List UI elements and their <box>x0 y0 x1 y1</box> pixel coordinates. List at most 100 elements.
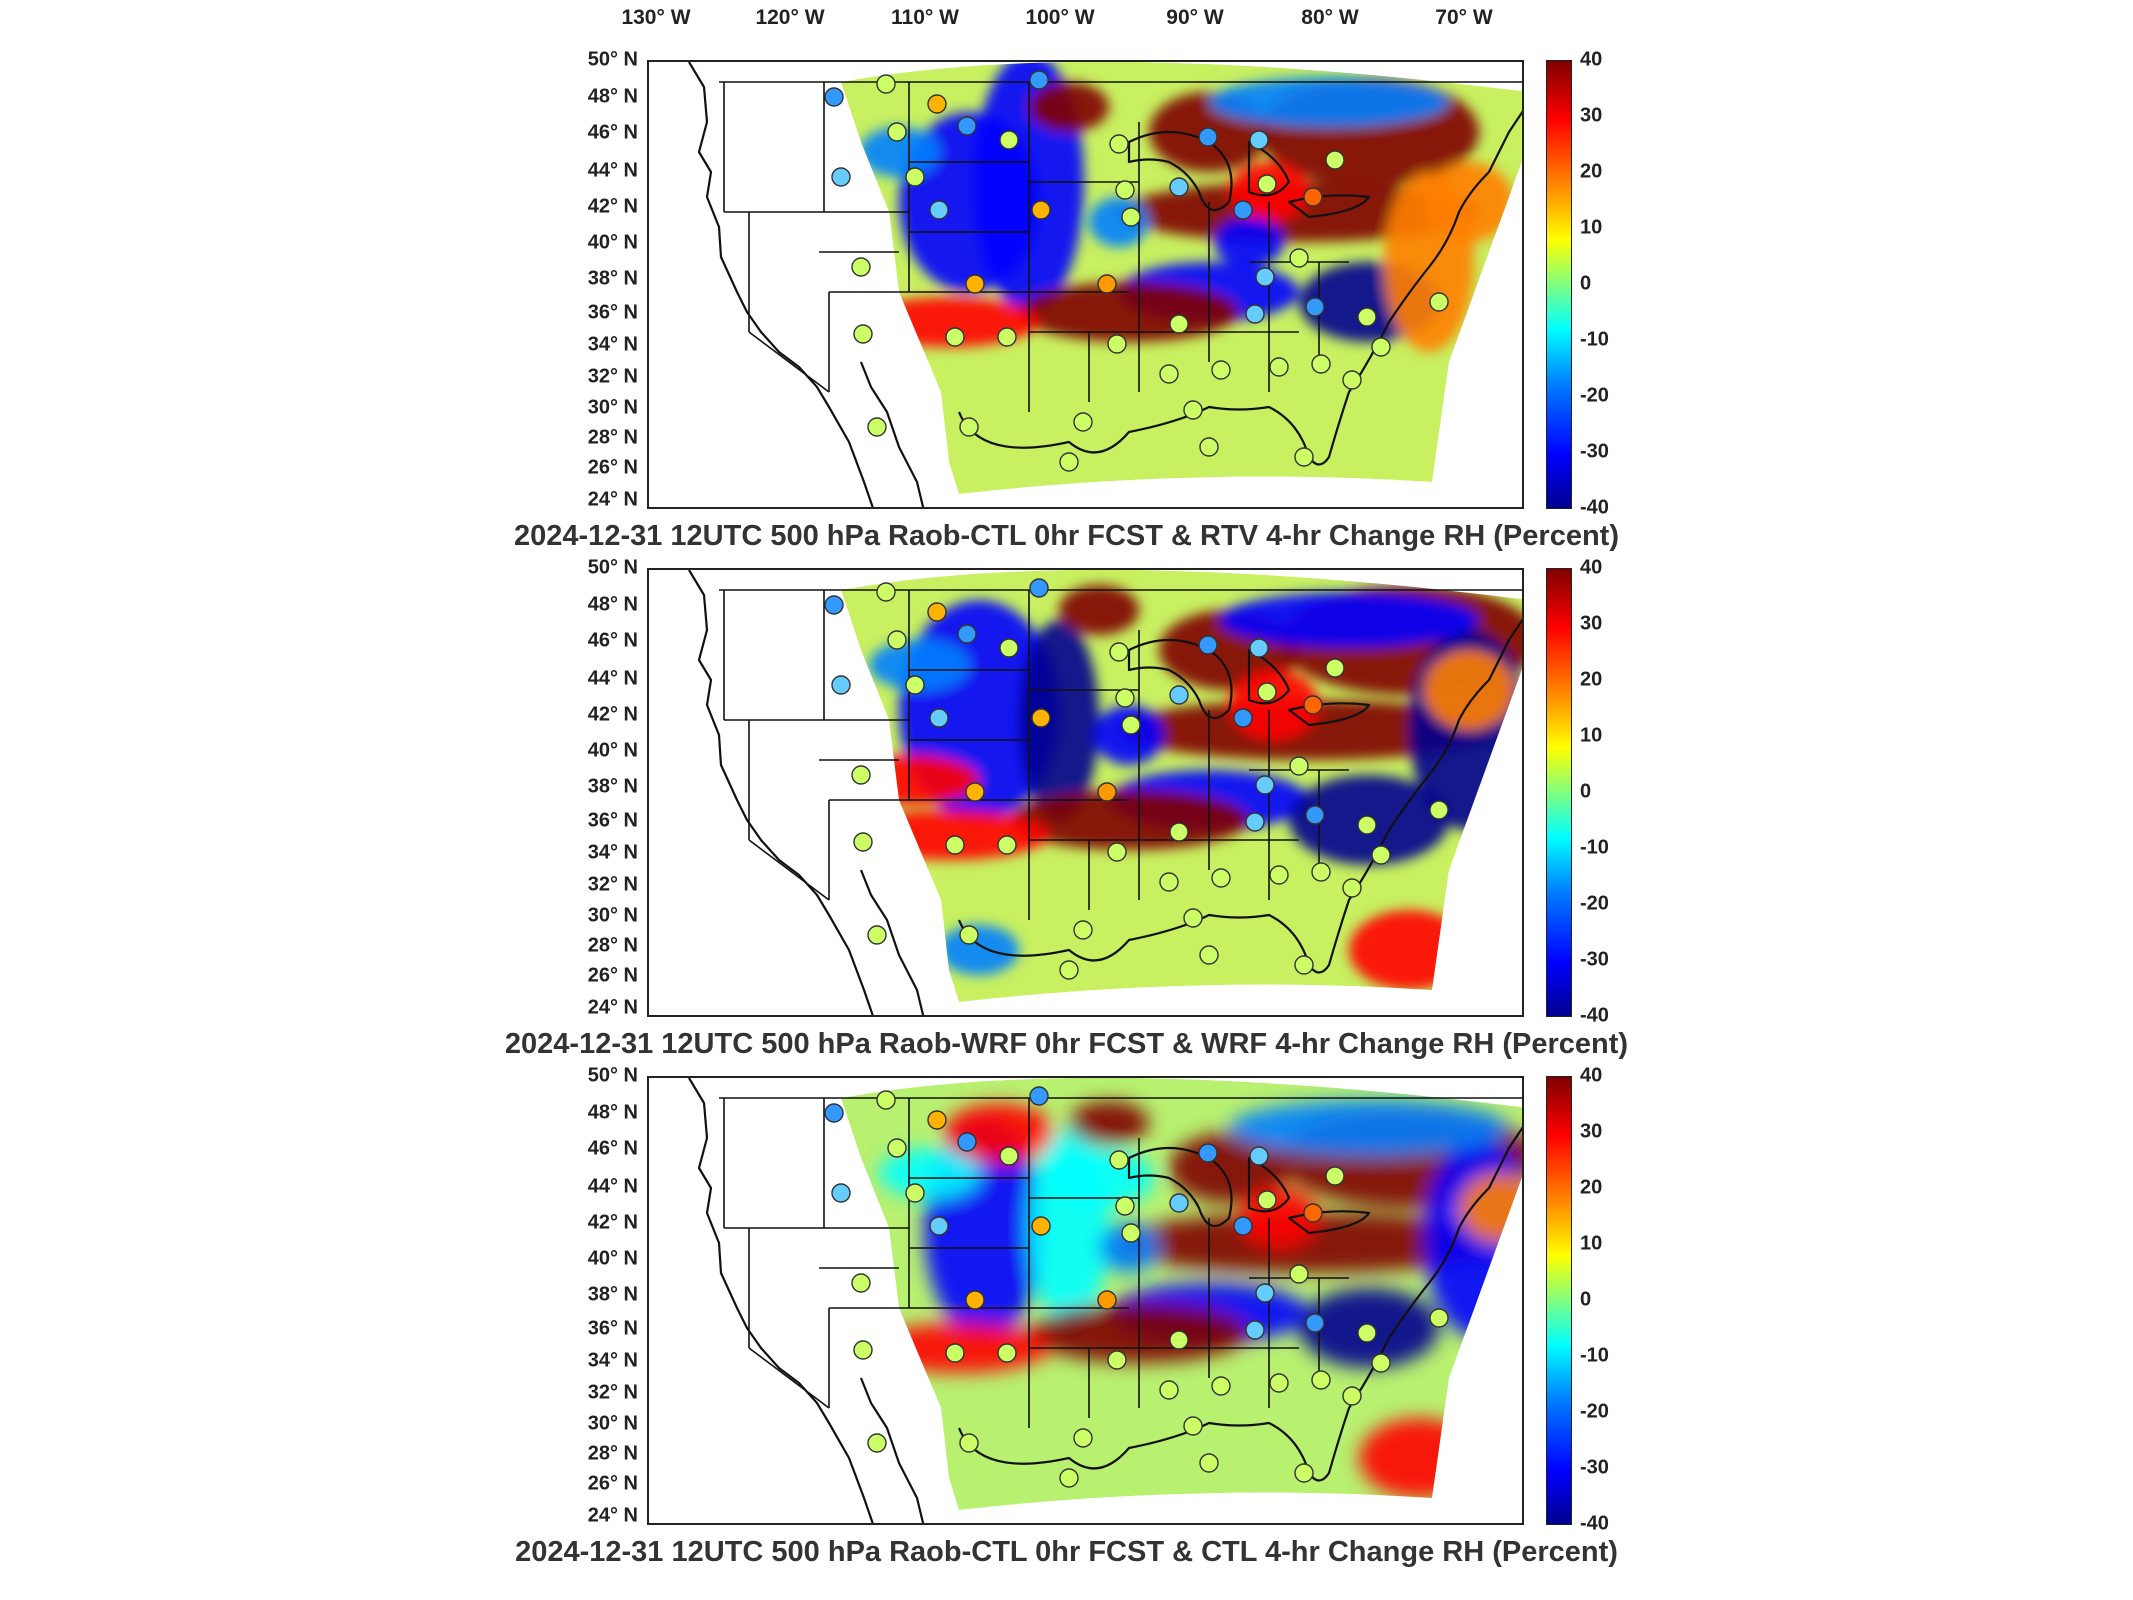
raob-station-marker <box>1115 180 1135 200</box>
raob-station-marker <box>1257 174 1277 194</box>
lat-label: 32° N <box>587 365 638 388</box>
raob-station-marker <box>945 1343 965 1363</box>
lat-label: 38° N <box>587 1283 638 1306</box>
raob-station-marker <box>1107 334 1127 354</box>
raob-stations <box>824 578 1449 980</box>
raob-station-marker <box>867 925 887 945</box>
raob-station-marker <box>1371 845 1391 865</box>
colorbar-tick-label: -10 <box>1580 836 1609 859</box>
rh-change-map <box>688 62 1522 507</box>
colorbar-tick-label: -40 <box>1580 1004 1609 1027</box>
raob-station-marker <box>1109 134 1129 154</box>
raob-station-marker <box>1289 756 1309 776</box>
lat-label: 48° N <box>587 85 638 108</box>
raob-station-marker <box>1121 715 1141 735</box>
map-frame <box>647 60 1524 509</box>
colorbar-tick-label: 30 <box>1580 1120 1603 1143</box>
raob-station-marker <box>959 925 979 945</box>
raob-station-marker <box>1245 1320 1265 1340</box>
colorbar-tick-label: 40 <box>1580 48 1603 71</box>
raob-station-marker <box>1169 822 1189 842</box>
raob-station-marker <box>929 1216 949 1236</box>
raob-station-marker <box>905 675 925 695</box>
baja-coastline <box>859 361 925 507</box>
raob-station-marker <box>1311 862 1331 882</box>
lat-label: 48° N <box>587 1101 638 1124</box>
lat-label: 28° N <box>587 934 638 957</box>
lat-label: 32° N <box>587 873 638 896</box>
west-coastline <box>688 1078 874 1523</box>
raob-station-marker <box>1269 865 1289 885</box>
lon-label: 120° W <box>755 6 825 29</box>
colorbar-tick-label: -40 <box>1580 496 1609 519</box>
rh-change-map <box>688 570 1522 1015</box>
lat-label: 24° N <box>587 1504 638 1527</box>
lat-label: 42° N <box>587 1211 638 1234</box>
state-border <box>748 1347 830 1409</box>
colorbar-tick-label: 30 <box>1580 104 1603 127</box>
raob-station-marker <box>1031 708 1051 728</box>
raob-station-marker <box>1357 1323 1377 1343</box>
map-frame <box>647 1076 1524 1525</box>
raob-station-marker <box>1245 304 1265 324</box>
colorbar-tick-label: 10 <box>1580 724 1603 747</box>
lat-label: 28° N <box>587 426 638 449</box>
raob-stations <box>824 1086 1449 1488</box>
raob-station-marker <box>1121 207 1141 227</box>
raob-station-marker <box>1183 1416 1203 1436</box>
raob-station-marker <box>1169 1193 1189 1213</box>
raob-station-marker <box>905 1183 925 1203</box>
map-panel-1: 50° N 48° N 46° N 44° N 42° N 40° N 38° N 36° N… <box>0 49 2133 560</box>
raob-station-marker <box>1245 812 1265 832</box>
raob-station-marker <box>1233 200 1253 220</box>
raob-station-marker <box>1371 337 1391 357</box>
raob-station-marker <box>1371 1353 1391 1373</box>
raob-station-marker <box>1305 805 1325 825</box>
lat-label: 24° N <box>587 488 638 511</box>
raob-station-marker <box>1294 955 1314 975</box>
colorbar-tick-label: 0 <box>1580 780 1592 803</box>
raob-station-marker <box>929 200 949 220</box>
lon-label: 100° W <box>1025 6 1095 29</box>
lon-label: 110° W <box>891 6 959 29</box>
raob-stations <box>824 70 1449 472</box>
raob-station-marker <box>1115 1196 1135 1216</box>
lat-label: 38° N <box>587 775 638 798</box>
raob-station-marker <box>1199 437 1219 457</box>
raob-station-marker <box>1255 267 1275 287</box>
longitude-axis: 130° W 120° W 110° W 100° W 90° W 80° W … <box>0 0 2133 40</box>
raob-station-marker <box>1342 878 1362 898</box>
raob-station-marker <box>927 1110 947 1130</box>
lat-label: 34° N <box>587 841 638 864</box>
raob-station-marker <box>1115 688 1135 708</box>
colorbar-tick-label: 20 <box>1580 668 1603 691</box>
raob-station-marker <box>1199 945 1219 965</box>
baja-coastline <box>859 1377 925 1523</box>
raob-station-marker <box>1342 370 1362 390</box>
raob-station-marker <box>1429 1308 1449 1328</box>
raob-station-marker <box>876 74 896 94</box>
lat-label: 26° N <box>587 964 638 987</box>
raob-station-marker <box>1357 815 1377 835</box>
colorbar-tick-label: 20 <box>1580 160 1603 183</box>
colorbar-tick-label: -10 <box>1580 1344 1609 1367</box>
raob-station-marker <box>887 1138 907 1158</box>
colorbar-tick-label: -20 <box>1580 384 1609 407</box>
panel-title: 2024-12-31 12UTC 500 hPa Raob-CTL 0hr FC… <box>515 1536 1618 1568</box>
state-border <box>748 331 830 393</box>
raob-station-marker <box>1159 1380 1179 1400</box>
raob-station-marker <box>1357 307 1377 327</box>
lat-label: 40° N <box>587 231 638 254</box>
raob-station-marker <box>853 1340 873 1360</box>
raob-station-marker <box>927 94 947 114</box>
raob-station-marker <box>1255 775 1275 795</box>
lat-label: 50° N <box>587 556 638 579</box>
raob-station-marker <box>1249 130 1269 150</box>
lat-label: 44° N <box>587 159 638 182</box>
lat-label: 26° N <box>587 456 638 479</box>
raob-station-marker <box>1294 447 1314 467</box>
raob-station-marker <box>876 582 896 602</box>
lat-label: 36° N <box>587 1317 638 1340</box>
raob-station-marker <box>867 1433 887 1453</box>
lat-label: 34° N <box>587 333 638 356</box>
